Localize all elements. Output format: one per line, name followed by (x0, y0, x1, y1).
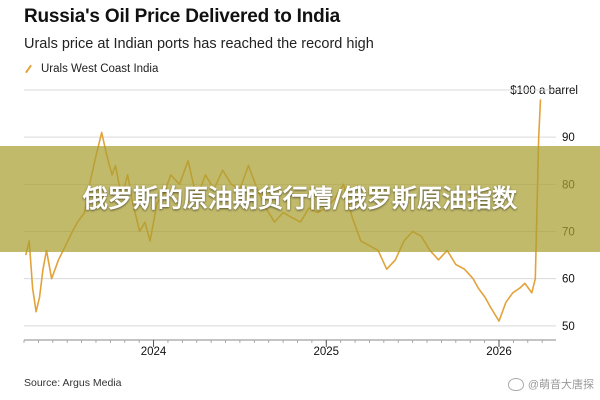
chart-title: Russia's Oil Price Delivered to India (24, 6, 341, 27)
y-tick-label: 50 (562, 321, 575, 333)
title-overlay-banner: 俄罗斯的原油期货行情/俄罗斯原油指数 (0, 146, 600, 252)
overlay-title: 俄罗斯的原油期货行情/俄罗斯原油指数 (82, 184, 518, 213)
legend-label: Urals West Coast India (41, 63, 159, 75)
source-note: Source: Argus Media (24, 377, 122, 389)
chart-legend: Urals West Coast India (24, 61, 158, 77)
y-axis-unit-label: $100 a barrel (510, 85, 578, 97)
x-tick-label: 2026 (486, 346, 512, 358)
x-tick-label: 2024 (141, 346, 167, 358)
watermark: @萌音大唐探 (507, 376, 594, 392)
watermark-text: @萌音大唐探 (527, 379, 594, 391)
y-tick-label: 90 (562, 132, 575, 144)
x-tick-label: 2025 (313, 346, 339, 358)
y-tick-label: 60 (562, 274, 575, 286)
weibo-icon (507, 377, 524, 391)
chart-subtitle: Urals price at Indian ports has reached … (24, 36, 374, 52)
